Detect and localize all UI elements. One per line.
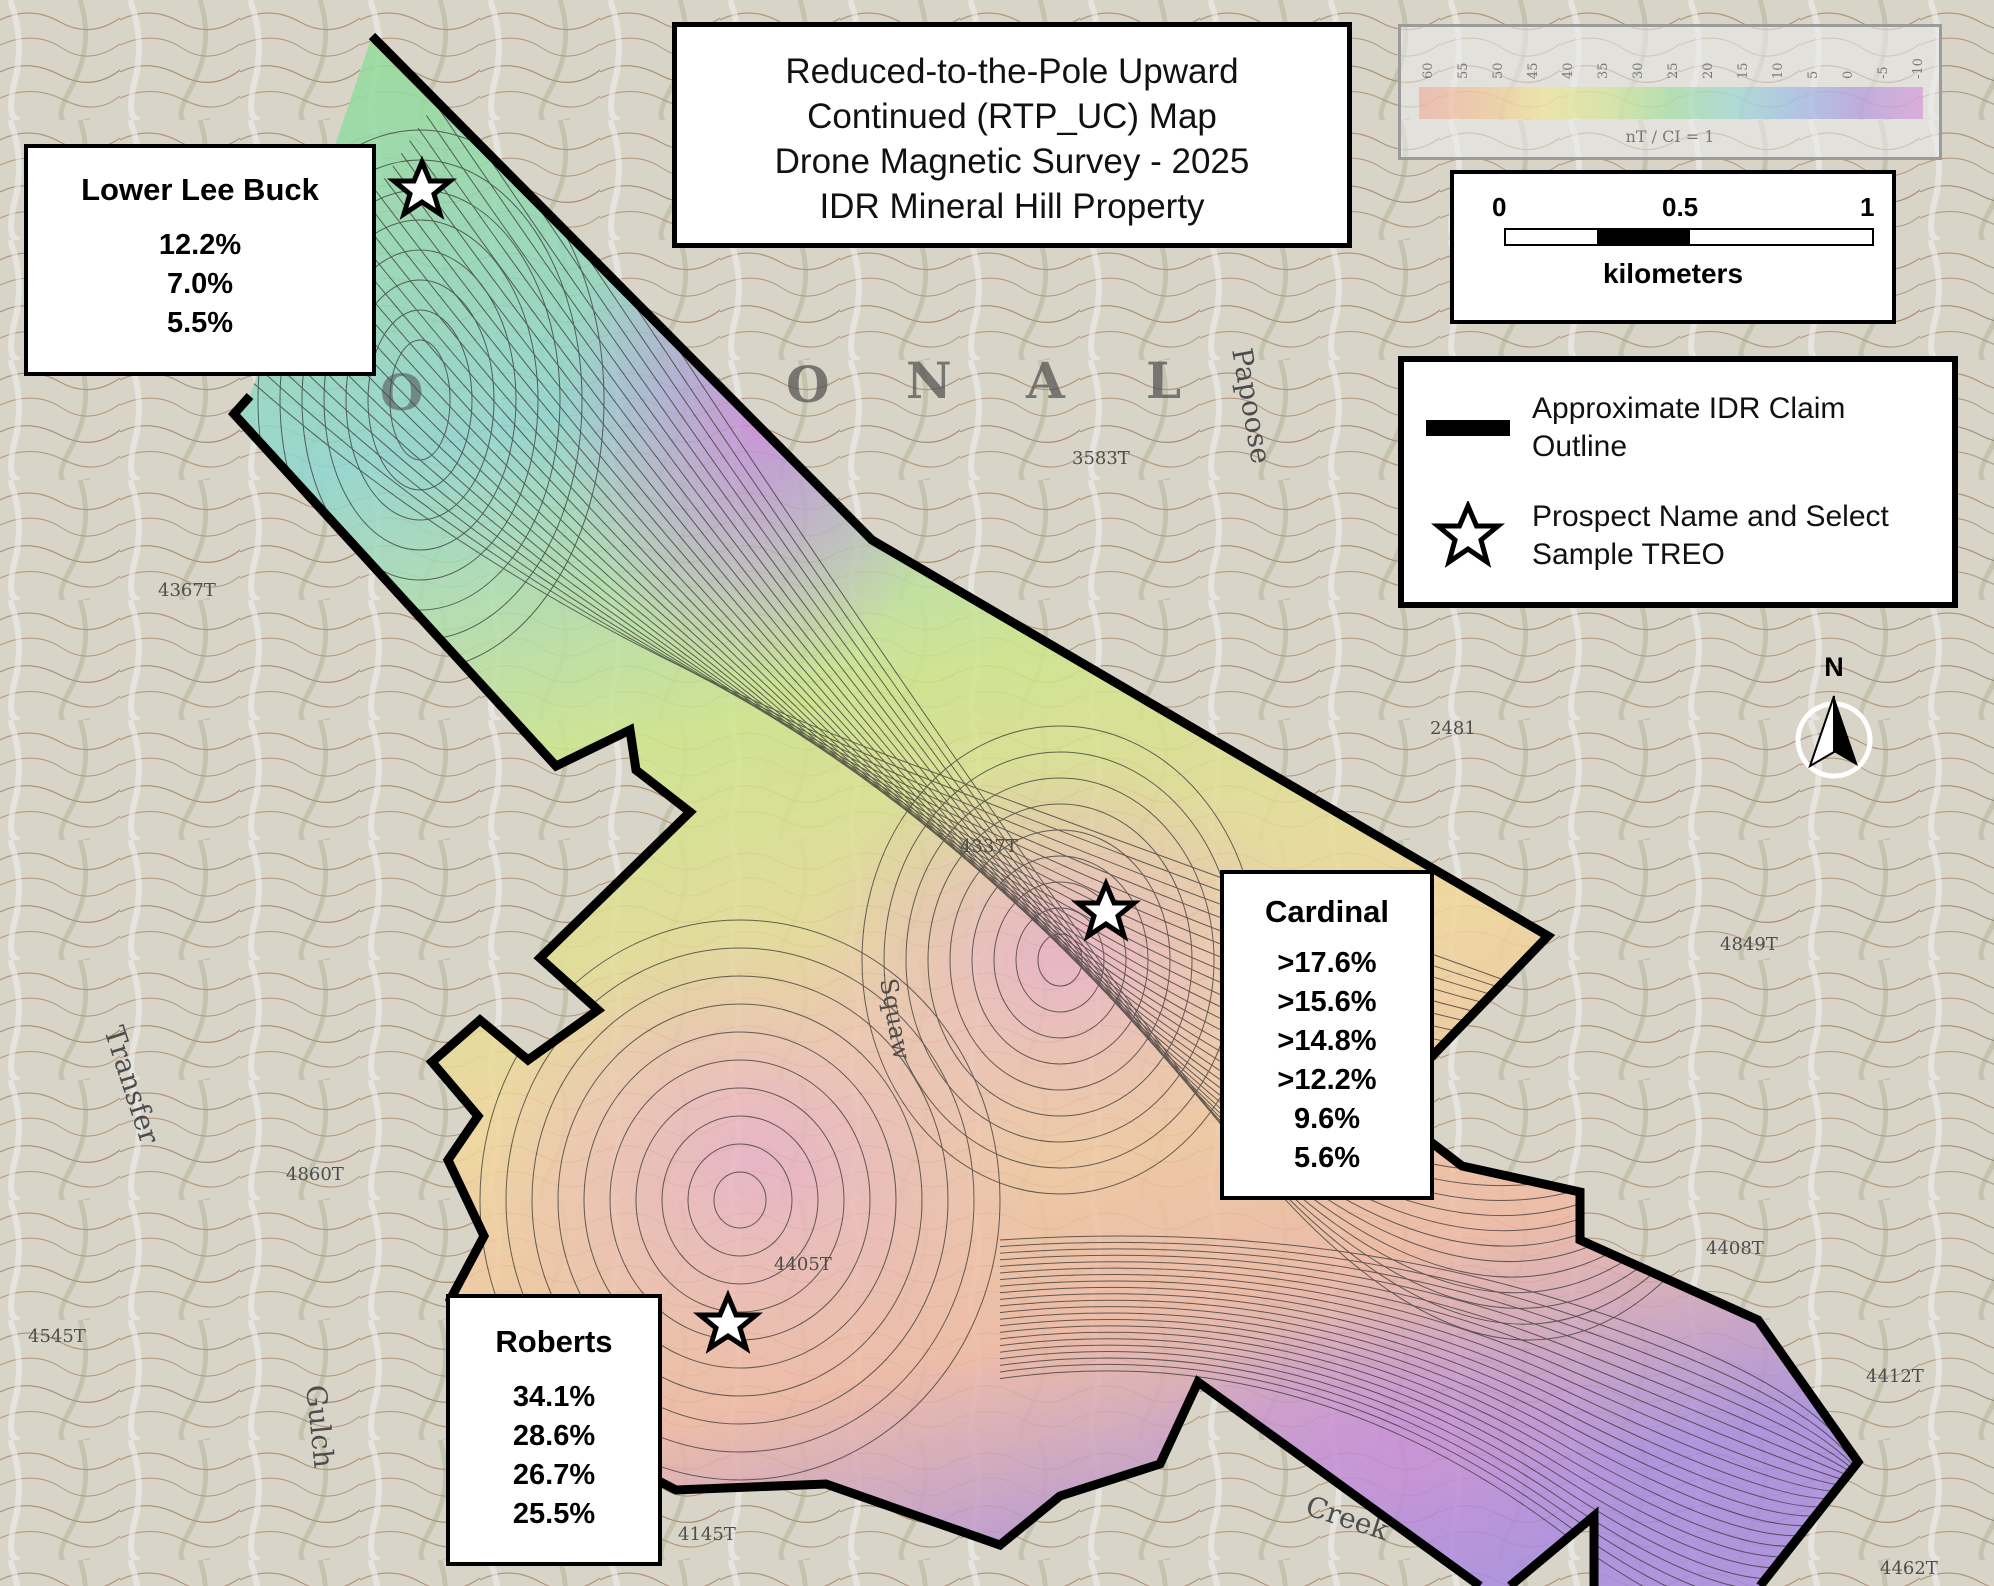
colorbar-tick-label: 30 xyxy=(1631,62,1646,79)
treo-value: 12.2% xyxy=(158,229,242,261)
prospect-star-cardinal xyxy=(1070,877,1142,942)
claim-outline xyxy=(227,32,1864,1586)
legend-item-prospect: Prospect Name and Select Sample TREO xyxy=(1426,498,1889,574)
north-arrow: N xyxy=(1795,652,1873,779)
elevation-label: 4367T xyxy=(158,580,216,601)
prospect-box-cardinal: Cardinal >17.6% >15.6% >14.8% >12.2% 9.6… xyxy=(1220,870,1434,1200)
legend-label: Approximate IDR Claim xyxy=(1532,392,1846,425)
basemap-letter: L xyxy=(1146,351,1181,410)
colorbar-tick-label: 5 xyxy=(1806,70,1821,79)
scale-label-0: 0 xyxy=(1492,192,1507,222)
treo-value: 25.5% xyxy=(512,1498,596,1530)
map-title: Reduced-to-the-Pole Upward Continued (RT… xyxy=(672,22,1352,248)
colorbar-tick-label: 20 xyxy=(1701,62,1716,79)
prospect-name: Cardinal xyxy=(1264,894,1390,929)
legend-item-claim-outline: Approximate IDR Claim Outline xyxy=(1426,390,1845,466)
prospect-box-roberts: Roberts 34.1% 28.6% 26.7% 25.5% xyxy=(446,1294,662,1566)
elevation-label: 4337T xyxy=(960,836,1018,857)
claim-outline-symbol xyxy=(1426,420,1510,436)
elevation-label: 4412T xyxy=(1866,1366,1924,1387)
elevation-label: 3583T xyxy=(1072,448,1130,469)
treo-value: 28.6% xyxy=(512,1420,596,1452)
treo-value: >17.6% xyxy=(1277,947,1377,979)
treo-value: 7.0% xyxy=(166,268,234,300)
colorbar-tick-label: 50 xyxy=(1491,62,1506,79)
colorbar-tick-label: 40 xyxy=(1561,62,1576,79)
elevation-label: 4408T xyxy=(1706,1238,1764,1259)
scale-bar-graphic xyxy=(1504,228,1874,246)
scale-unit: kilometers xyxy=(1602,258,1744,289)
treo-value: 9.6% xyxy=(1293,1103,1361,1135)
prospect-name: Roberts xyxy=(495,1324,613,1359)
colorbar-tick-label: -10 xyxy=(1911,58,1926,79)
scale-label-end: 1 xyxy=(1860,192,1875,222)
elevation-label: 4405T xyxy=(774,1254,832,1275)
colorbar-tick-label: 15 xyxy=(1736,62,1751,79)
title-line: Continued (RTP_UC) Map xyxy=(807,97,1217,136)
treo-value: 26.7% xyxy=(512,1459,596,1491)
legend-label: Prospect Name and Select xyxy=(1532,500,1889,533)
star-icon xyxy=(1431,501,1505,568)
colorbar-tick-label: 60 xyxy=(1421,62,1436,79)
prospect-box-lower-lee-buck: Lower Lee Buck 12.2% 7.0% 5.5% xyxy=(24,144,376,376)
legend: Approximate IDR Claim Outline Prospect N… xyxy=(1398,356,1958,608)
colorbar-tick-label: 45 xyxy=(1526,62,1541,79)
elevation-label: 4849T xyxy=(1720,934,1778,955)
elevation-label: 4145T xyxy=(678,1524,736,1545)
prospect-name: Lower Lee Buck xyxy=(81,172,319,207)
north-arrow-label: N xyxy=(1824,652,1844,682)
basemap-letter: O xyxy=(380,363,424,422)
colorbar-unit-label: nT / CI = 1 xyxy=(1625,127,1715,146)
scale-label-mid: 0.5 xyxy=(1662,192,1699,222)
colorbar-tick-label: -5 xyxy=(1876,66,1891,79)
colorbar-tick-label: 0 xyxy=(1841,70,1856,79)
treo-value: >12.2% xyxy=(1277,1064,1377,1096)
colorbar-tick-label: 10 xyxy=(1771,62,1786,79)
title-line: IDR Mineral Hill Property xyxy=(819,187,1205,226)
basemap-letter: N xyxy=(906,351,952,410)
treo-value: 34.1% xyxy=(512,1381,596,1413)
prospect-star-lower-lee-buck xyxy=(386,155,458,220)
colorbar: 60 55 50 45 40 35 30 25 20 15 10 5 0 -5 -10 nT / CI = … xyxy=(1398,24,1942,160)
colorbar-tick-label: 25 xyxy=(1666,62,1681,79)
elevation-label: 4860T xyxy=(286,1164,344,1185)
elevation-label: 2481 xyxy=(1430,718,1476,739)
treo-value: >14.8% xyxy=(1277,1025,1377,1057)
basemap-letter: O xyxy=(786,355,830,414)
title-line: Reduced-to-the-Pole Upward xyxy=(785,52,1239,91)
elevation-label: 4545T xyxy=(28,1326,86,1347)
treo-value: 5.5% xyxy=(166,307,234,339)
treo-value: >15.6% xyxy=(1277,986,1377,1018)
legend-label: Outline xyxy=(1532,430,1628,463)
colorbar-ramp xyxy=(1419,87,1923,119)
elevation-label: 4462T xyxy=(1880,1558,1938,1579)
scale-bar: 0 0.5 1 kilometers xyxy=(1450,170,1896,324)
prospect-star-roberts xyxy=(692,1289,764,1354)
treo-value: 5.6% xyxy=(1293,1142,1361,1174)
colorbar-tick-label: 35 xyxy=(1596,62,1611,79)
colorbar-tick-label: 55 xyxy=(1456,62,1471,79)
title-line: Drone Magnetic Survey - 2025 xyxy=(774,142,1250,181)
basemap-letter: A xyxy=(1025,351,1066,410)
legend-label: Sample TREO xyxy=(1532,538,1725,571)
